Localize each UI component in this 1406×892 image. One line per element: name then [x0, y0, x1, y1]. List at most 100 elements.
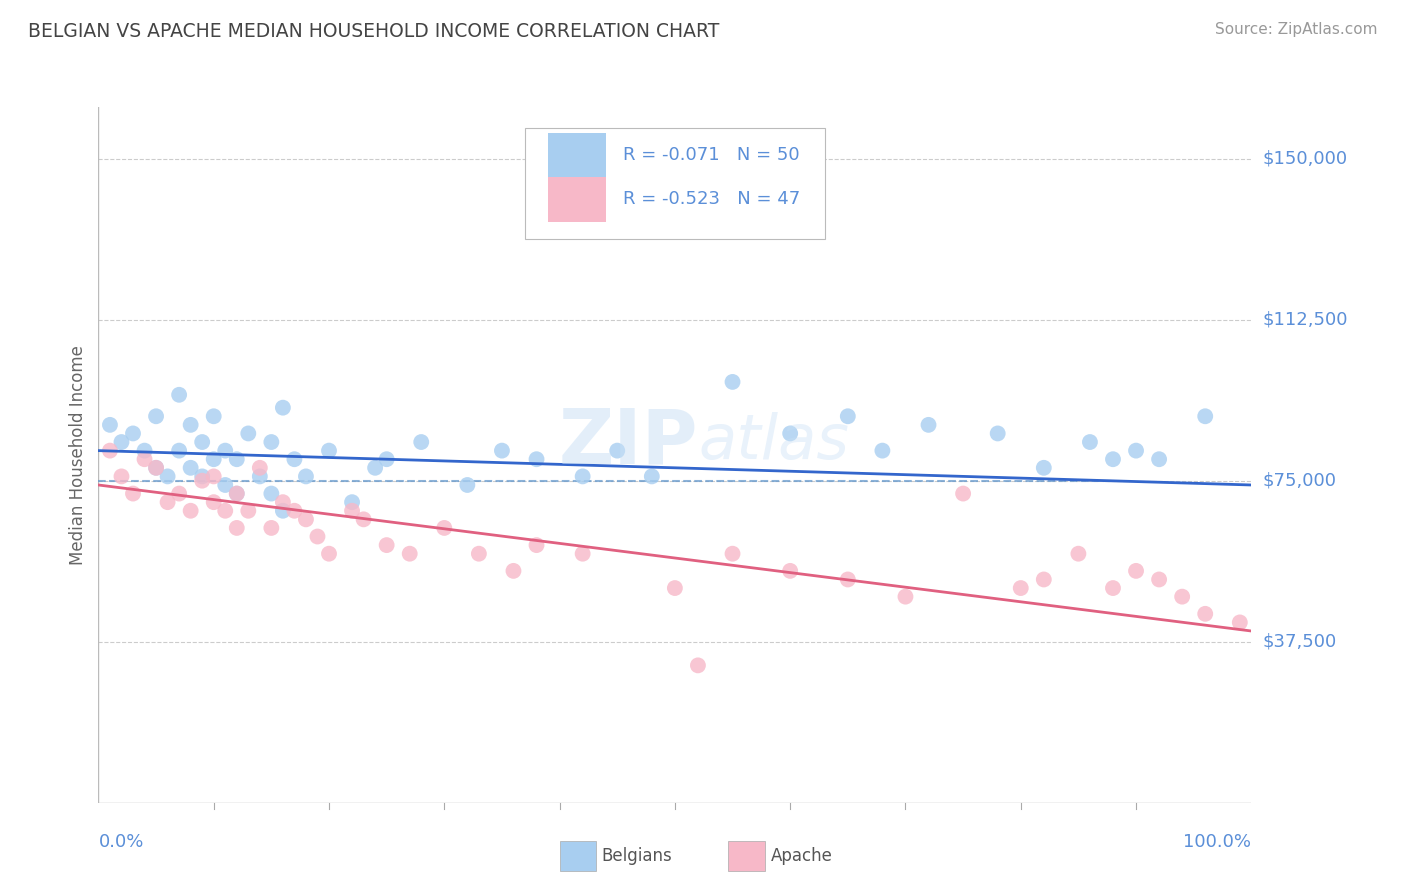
Point — [225, 486, 247, 500]
Text: $112,500: $112,500 — [1263, 310, 1348, 328]
Point — [375, 452, 398, 467]
Point — [318, 443, 340, 458]
Point — [1194, 607, 1216, 621]
Point — [156, 469, 179, 483]
Point — [779, 426, 801, 441]
Point — [1147, 573, 1170, 587]
Point — [1171, 590, 1194, 604]
Point — [398, 547, 420, 561]
Point — [238, 426, 260, 441]
Point — [375, 538, 398, 552]
Point — [1067, 547, 1090, 561]
Point — [191, 474, 214, 488]
Point — [571, 547, 593, 561]
Point — [721, 547, 744, 561]
Point — [214, 443, 236, 458]
Point — [571, 469, 593, 483]
Point — [225, 452, 247, 467]
Point — [202, 495, 225, 509]
Point — [987, 426, 1010, 441]
Point — [526, 538, 548, 552]
Y-axis label: Median Household Income: Median Household Income — [69, 345, 87, 565]
Text: $150,000: $150,000 — [1263, 150, 1347, 168]
Point — [249, 469, 271, 483]
Point — [779, 564, 801, 578]
Point — [721, 375, 744, 389]
Point — [191, 435, 214, 450]
Point — [238, 504, 260, 518]
Point — [1032, 573, 1054, 587]
Text: Apache: Apache — [770, 847, 832, 865]
Point — [167, 443, 190, 458]
Point — [1125, 443, 1147, 458]
Text: $37,500: $37,500 — [1263, 632, 1337, 651]
Point — [894, 590, 917, 604]
Point — [110, 435, 132, 450]
Point — [225, 486, 247, 500]
Point — [1194, 409, 1216, 424]
Point — [202, 469, 225, 483]
Point — [260, 521, 283, 535]
Point — [260, 486, 283, 500]
Text: R = -0.071   N = 50: R = -0.071 N = 50 — [623, 146, 800, 164]
Point — [340, 504, 363, 518]
Point — [1078, 435, 1101, 450]
Point — [318, 547, 340, 561]
Point — [134, 452, 156, 467]
Point — [433, 521, 456, 535]
Point — [271, 504, 294, 518]
Text: ZIP: ZIP — [558, 405, 697, 479]
Text: 100.0%: 100.0% — [1184, 833, 1251, 851]
Text: $75,000: $75,000 — [1263, 472, 1337, 490]
Point — [271, 401, 294, 415]
Point — [98, 417, 121, 432]
Point — [641, 469, 664, 483]
Point — [307, 529, 329, 543]
Point — [180, 460, 202, 475]
Point — [260, 435, 283, 450]
Point — [353, 512, 375, 526]
Point — [872, 443, 894, 458]
Point — [214, 478, 236, 492]
Point — [456, 478, 478, 492]
Point — [145, 460, 167, 475]
Point — [180, 417, 202, 432]
Point — [110, 469, 132, 483]
Point — [202, 452, 225, 467]
Point — [606, 443, 628, 458]
Point — [145, 460, 167, 475]
Point — [295, 512, 318, 526]
Point — [526, 452, 548, 467]
Point — [468, 547, 491, 561]
Point — [837, 573, 859, 587]
FancyBboxPatch shape — [548, 133, 606, 178]
Point — [686, 658, 709, 673]
Point — [1229, 615, 1251, 630]
Point — [271, 495, 294, 509]
Text: Source: ZipAtlas.com: Source: ZipAtlas.com — [1215, 22, 1378, 37]
Point — [134, 443, 156, 458]
Point — [122, 426, 145, 441]
Point — [1102, 581, 1125, 595]
Point — [1032, 460, 1054, 475]
Point — [167, 486, 190, 500]
Point — [1125, 564, 1147, 578]
Point — [664, 581, 686, 595]
Point — [167, 388, 190, 402]
Point — [917, 417, 939, 432]
Point — [249, 460, 271, 475]
Point — [122, 486, 145, 500]
Text: Belgians: Belgians — [602, 847, 672, 865]
Point — [214, 504, 236, 518]
Point — [202, 409, 225, 424]
Text: atlas: atlas — [697, 412, 849, 472]
Point — [295, 469, 318, 483]
Point — [283, 452, 305, 467]
FancyBboxPatch shape — [524, 128, 825, 239]
Point — [1102, 452, 1125, 467]
Point — [98, 443, 121, 458]
Text: BELGIAN VS APACHE MEDIAN HOUSEHOLD INCOME CORRELATION CHART: BELGIAN VS APACHE MEDIAN HOUSEHOLD INCOM… — [28, 22, 720, 41]
Point — [145, 409, 167, 424]
Text: R = -0.523   N = 47: R = -0.523 N = 47 — [623, 190, 800, 208]
Point — [1010, 581, 1032, 595]
